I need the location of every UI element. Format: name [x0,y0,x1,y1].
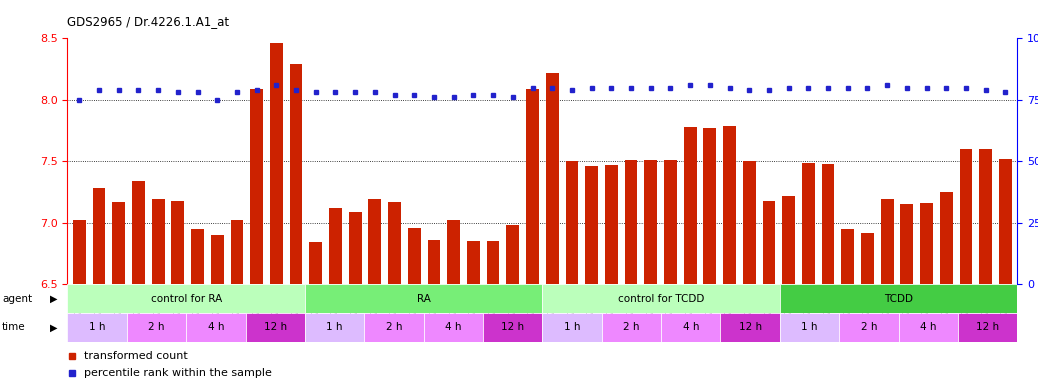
Text: 1 h: 1 h [801,322,818,333]
Bar [783,196,795,284]
Text: percentile rank within the sample: percentile rank within the sample [84,368,272,378]
Text: GDS2965 / Dr.4226.1.A1_at: GDS2965 / Dr.4226.1.A1_at [67,15,229,28]
Bar [780,313,839,342]
Bar [939,192,953,284]
Bar [566,161,578,284]
Bar [290,64,302,284]
Bar [661,313,720,342]
Text: 4 h: 4 h [920,322,936,333]
Bar [842,229,854,284]
Text: control for RA: control for RA [151,293,222,304]
Bar [763,200,775,284]
Bar [743,161,756,284]
Bar [230,220,243,284]
Bar [305,284,542,313]
Bar [388,202,401,284]
Bar [211,235,223,284]
Bar [483,313,542,342]
Text: 4 h: 4 h [208,322,224,333]
Text: TCDD: TCDD [884,293,913,304]
Bar [329,208,342,284]
Bar [862,233,874,284]
Bar [270,43,282,284]
Text: 4 h: 4 h [445,322,462,333]
Bar [428,240,440,284]
Bar [447,220,460,284]
Bar [881,199,894,284]
Bar [467,241,480,284]
Text: transformed count: transformed count [84,351,188,361]
Bar [802,162,815,284]
Bar [127,313,186,342]
Bar [546,73,558,284]
Bar [250,89,263,284]
Bar [507,225,519,284]
Bar [191,229,203,284]
Bar [602,313,661,342]
Bar [305,313,364,342]
Bar [720,313,780,342]
Bar [959,149,973,284]
Text: 4 h: 4 h [683,322,699,333]
Bar [704,128,716,284]
Text: RA: RA [416,293,431,304]
Bar [152,199,164,284]
Bar [645,160,657,284]
Text: 1 h: 1 h [89,322,106,333]
Bar [132,181,145,284]
Bar [186,313,246,342]
Text: ▶: ▶ [50,322,57,333]
Bar [899,313,958,342]
Text: 12 h: 12 h [976,322,1000,333]
Bar [92,188,106,284]
Text: agent: agent [2,293,32,304]
Text: 1 h: 1 h [326,322,343,333]
Bar [585,166,598,284]
Bar [73,220,86,284]
Bar [822,164,835,284]
Text: ▶: ▶ [50,293,57,304]
Bar [605,165,618,284]
Text: time: time [2,322,26,333]
Bar [246,313,305,342]
Bar [368,199,381,284]
Bar [723,126,736,284]
Bar [364,313,424,342]
Text: 2 h: 2 h [623,322,639,333]
Bar [921,203,933,284]
Bar [171,200,184,284]
Bar [408,228,420,284]
Bar [424,313,483,342]
Bar [684,127,696,284]
Bar [349,212,361,284]
Bar [309,242,322,284]
Bar [542,313,602,342]
Bar [780,284,1017,313]
Bar [67,284,305,313]
Text: 12 h: 12 h [501,322,524,333]
Text: control for TCDD: control for TCDD [618,293,704,304]
Bar [958,313,1017,342]
Text: 12 h: 12 h [739,322,762,333]
Bar [664,160,677,284]
Bar [526,89,539,284]
Bar [979,149,992,284]
Bar [999,159,1012,284]
Bar [67,313,127,342]
Bar [487,241,499,284]
Text: 2 h: 2 h [861,322,877,333]
Bar [542,284,780,313]
Bar [839,313,899,342]
Text: 2 h: 2 h [386,322,402,333]
Text: 2 h: 2 h [148,322,165,333]
Bar [112,202,126,284]
Text: 1 h: 1 h [564,322,580,333]
Bar [901,204,913,284]
Bar [625,160,637,284]
Text: 12 h: 12 h [264,322,286,333]
